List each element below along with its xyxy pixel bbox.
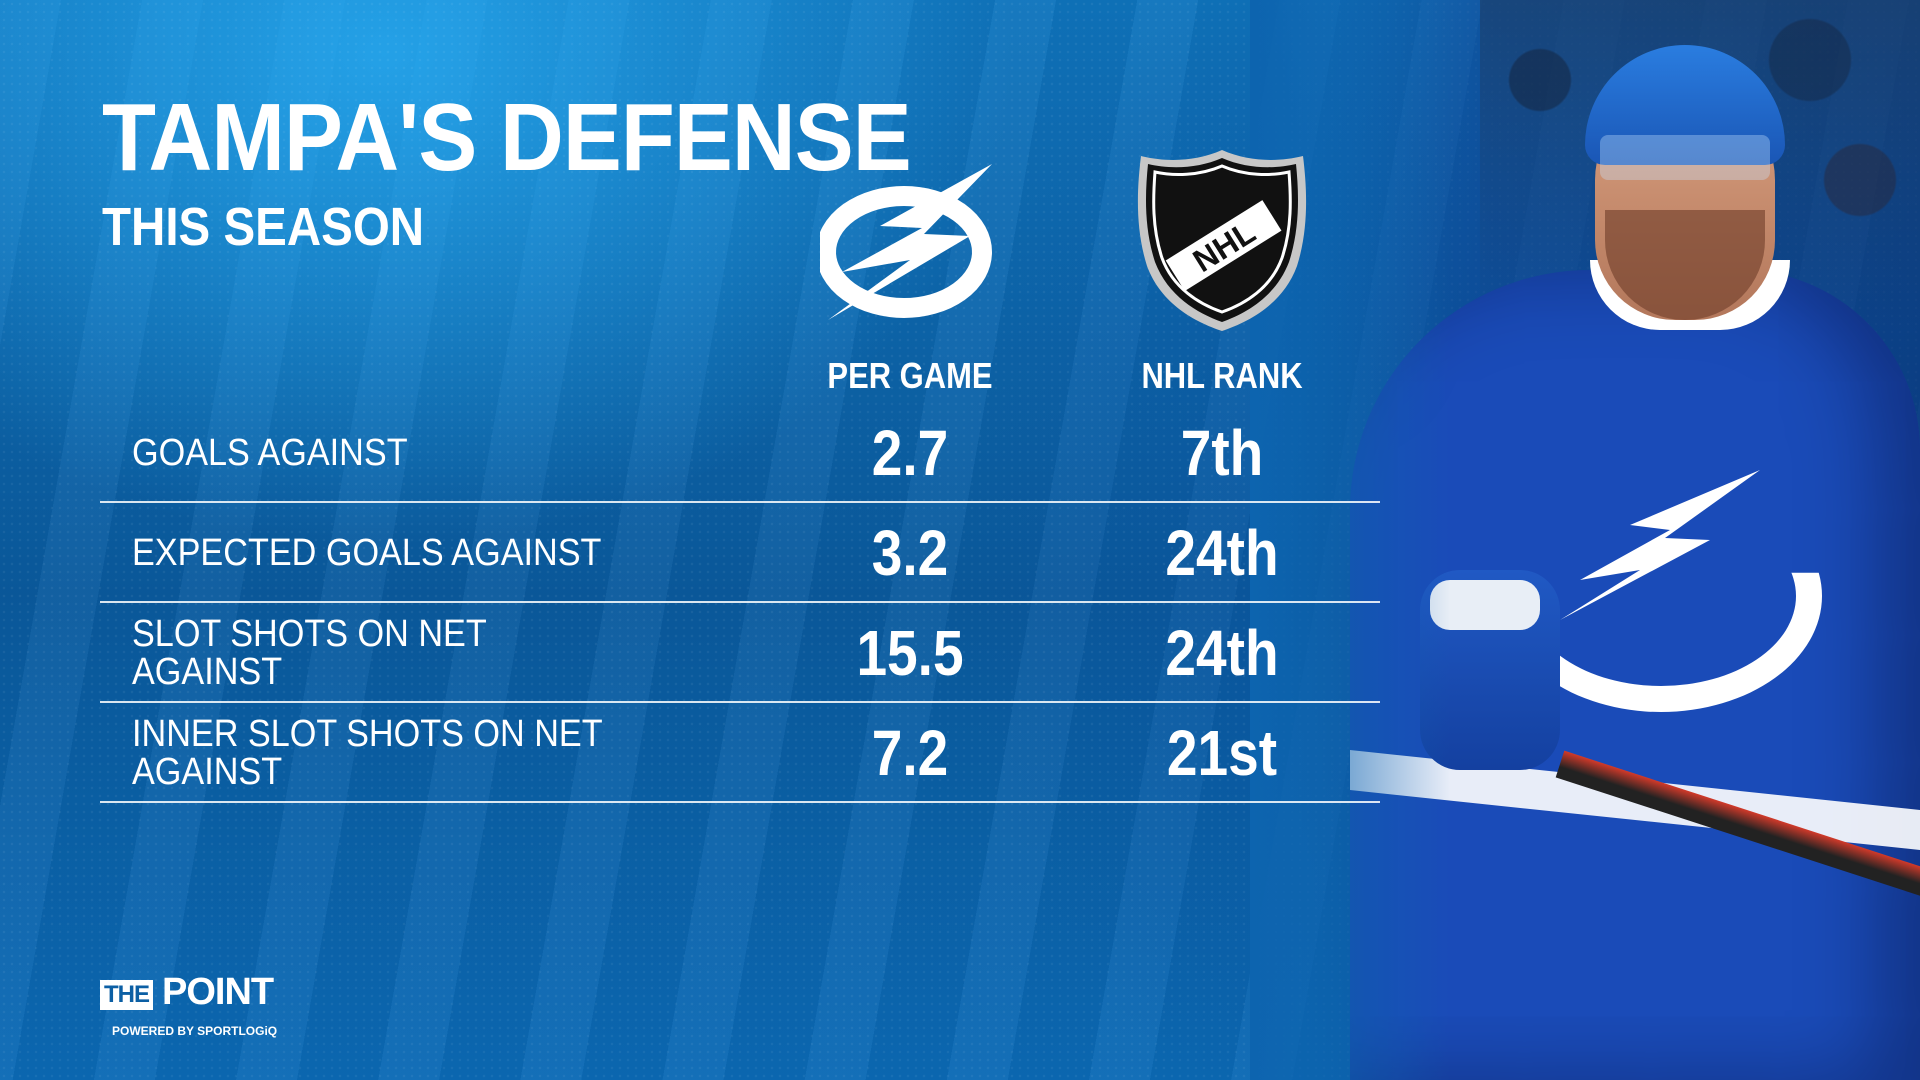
table-row: GOALS AGAINST 2.7 7th xyxy=(100,403,1380,503)
row-divider xyxy=(100,601,1380,603)
row-label: GOALS AGAINST xyxy=(132,432,408,474)
row-divider xyxy=(100,801,1380,803)
row-label: INNER SLOT SHOTS ON NET AGAINST xyxy=(132,713,603,793)
brand-the: THE xyxy=(100,980,153,1010)
nhl-rank-value: 21st xyxy=(1166,717,1278,789)
column-header-per-game: PER GAME xyxy=(827,355,993,396)
jersey-bolt-icon xyxy=(1560,470,1760,620)
per-game-value: 15.5 xyxy=(856,617,964,689)
per-game-value: 3.2 xyxy=(871,517,949,589)
row-label: SLOT SHOTS ON NET AGAINST xyxy=(132,613,487,693)
page-title: TAMPA'S DEFENSE xyxy=(102,84,912,191)
per-game-value: 2.7 xyxy=(871,417,949,489)
nhl-rank-value: 7th xyxy=(1180,417,1264,489)
row-label: EXPECTED GOALS AGAINST xyxy=(132,532,602,574)
table-row: EXPECTED GOALS AGAINST 3.2 24th xyxy=(100,503,1380,603)
helmet-visor xyxy=(1600,135,1770,180)
powered-by-text: POWERED BY SPORTLOGiQ xyxy=(112,1024,278,1038)
nhl-rank-value: 24th xyxy=(1165,517,1279,589)
brand-point: POINT xyxy=(162,971,274,1013)
nhl-rank-value: 24th xyxy=(1165,617,1279,689)
lightning-logo-icon xyxy=(820,164,992,320)
row-divider xyxy=(100,501,1380,503)
row-divider xyxy=(100,701,1380,703)
page-subtitle: THIS SEASON xyxy=(102,197,425,257)
table-row: SLOT SHOTS ON NET AGAINST 15.5 24th xyxy=(100,603,1380,703)
table-row: INNER SLOT SHOTS ON NET AGAINST 7.2 21st xyxy=(100,703,1380,803)
per-game-value: 7.2 xyxy=(871,717,949,789)
column-header-nhl-rank: NHL RANK xyxy=(1141,355,1303,396)
nhl-shield-icon: NHL xyxy=(1137,150,1307,331)
